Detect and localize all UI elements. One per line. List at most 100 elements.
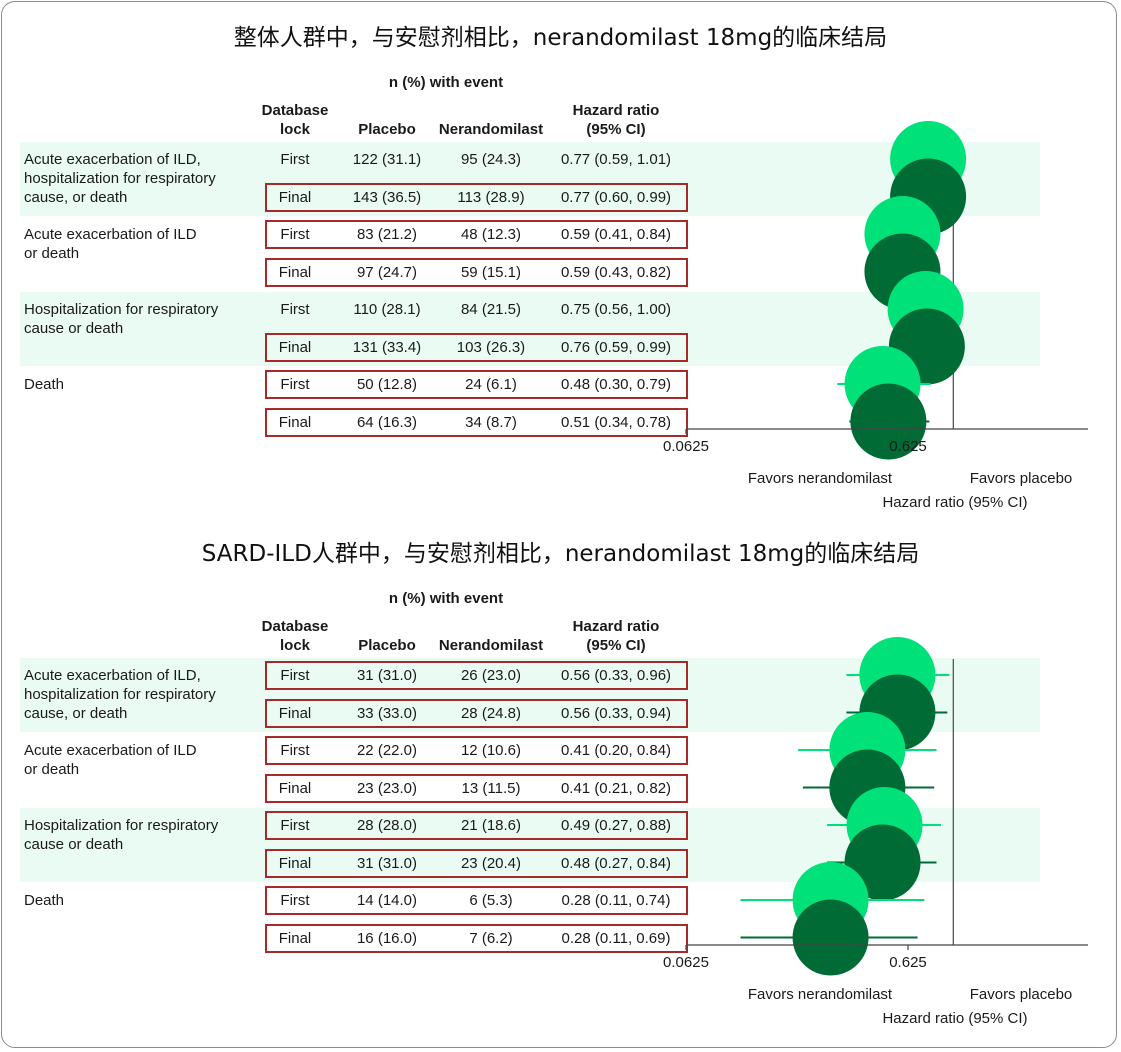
database-lock-cell: Final: [278, 263, 312, 281]
group-header: n (%) with event: [388, 590, 504, 607]
highlight-box: [265, 220, 688, 249]
hazard-ratio-cell: 0.77 (0.59, 1.01): [560, 151, 672, 168]
database-lock-cell: First: [280, 667, 310, 684]
highlight-box: [265, 886, 688, 915]
nerandomilast-cell: 48 (12.3): [460, 226, 522, 243]
x-axis-title: Hazard ratio (95% CI): [882, 1010, 1027, 1027]
placebo-cell: 16 (16.0): [356, 929, 418, 947]
placebo-cell: 31 (31.0): [356, 667, 418, 684]
highlight-box: [265, 182, 688, 212]
nerandomilast-cell: 26 (23.0): [460, 667, 522, 684]
placebo-cell: 28 (28.0): [356, 817, 418, 834]
hr-header: Hazard ratio (95% CI): [572, 102, 660, 138]
panel-title: SARD-ILD人群中，与安慰剂相比，nerandomilast 18mg的临床…: [201, 541, 920, 567]
hazard-ratio-cell: 0.59 (0.41, 0.84): [560, 226, 672, 243]
nerandomilast-cell: 24 (6.1): [465, 376, 517, 393]
highlight-box: [265, 811, 688, 840]
database-lock-cell: Final: [278, 413, 312, 431]
highlight-box: [265, 736, 688, 765]
nerandomilast-cell: 7 (6.2): [469, 929, 513, 947]
highlight-box: [265, 661, 688, 690]
database-lock-cell: Final: [278, 854, 312, 872]
hazard-ratio-cell: 0.41 (0.21, 0.82): [560, 779, 672, 797]
database-lock-cell: First: [280, 151, 310, 168]
placebo-cell: 22 (22.0): [356, 742, 418, 759]
outcome-label: Acute exacerbation of ILD, hospitalizati…: [24, 151, 216, 206]
hazard-ratio-cell: 0.41 (0.20, 0.84): [560, 742, 672, 759]
database-lock-cell: Final: [278, 929, 312, 947]
database-lock-cell: First: [280, 376, 310, 393]
forest-panel-sard-ild: SARD-ILD人群中，与安慰剂相比，nerandomilast 18mg的临床…: [0, 516, 1121, 1036]
placebo-cell: 131 (33.4): [352, 338, 422, 356]
placebo-cell: 33 (33.0): [356, 704, 418, 722]
highlight-box: [265, 370, 688, 399]
x-tick-label: 0.0625: [663, 438, 709, 455]
highlight-box: [265, 848, 688, 878]
highlight-box: [265, 407, 688, 437]
favors-left-label: Favors nerandomilast: [748, 986, 893, 1003]
database-lock-cell: Final: [278, 704, 312, 722]
hazard-ratio-cell: 0.51 (0.34, 0.78): [560, 413, 672, 431]
database-lock-cell: First: [280, 742, 310, 759]
database-lock-cell: Final: [278, 779, 312, 797]
hr-header: Hazard ratio (95% CI): [572, 618, 660, 654]
hazard-ratio-point: [850, 383, 927, 460]
placebo-cell: 122 (31.1): [352, 151, 422, 168]
placebo-header: Placebo: [358, 637, 416, 654]
hazard-ratio-cell: 0.56 (0.33, 0.96): [560, 667, 672, 684]
hazard-ratio-cell: 0.75 (0.56, 1.00): [560, 301, 672, 318]
highlight-box: [265, 773, 688, 803]
x-axis-title: Hazard ratio (95% CI): [882, 494, 1027, 511]
outcome-label: Hospitalization for respiratory cause or…: [24, 301, 219, 337]
nerandomilast-cell: 113 (28.9): [457, 188, 525, 206]
group-header: n (%) with event: [388, 74, 504, 91]
hazard-ratio-cell: 0.48 (0.27, 0.84): [560, 854, 672, 872]
forest-plot: 0.0625 0.625 Favors nerandomilast Favors pl…: [663, 121, 1088, 511]
forest-panel-overall: 整体人群中，与安慰剂相比，nerandomilast 18mg的临床结局 n (…: [0, 0, 1121, 520]
placebo-cell: 110 (28.1): [353, 301, 421, 318]
nerandomilast-cell: 103 (26.3): [456, 338, 526, 356]
hazard-ratio-cell: 0.48 (0.30, 0.79): [560, 376, 672, 393]
hazard-ratio-cell: 0.76 (0.59, 0.99): [560, 338, 672, 356]
placebo-cell: 83 (21.2): [356, 226, 418, 243]
database-lock-cell: Final: [278, 188, 312, 206]
row-band: [20, 142, 1040, 216]
x-tick-label: 0.625: [889, 954, 927, 971]
hazard-ratio-cell: 0.28 (0.11, 0.69): [561, 929, 671, 947]
highlight-box: [265, 923, 688, 953]
hazard-ratio-cell: 0.28 (0.11, 0.74): [561, 892, 671, 909]
favors-right-label: Favors placebo: [970, 470, 1073, 487]
placebo-cell: 50 (12.8): [356, 376, 418, 393]
nerandomilast-cell: 34 (8.7): [465, 413, 517, 431]
hazard-ratio-cell: 0.59 (0.43, 0.82): [560, 263, 672, 281]
outcome-label: Death: [24, 376, 65, 393]
nerandomilast-cell: 23 (20.4): [460, 854, 522, 872]
outcome-label: Death: [24, 892, 65, 909]
placebo-cell: 64 (16.3): [356, 413, 418, 431]
placebo-cell: 14 (14.0): [356, 892, 418, 909]
database-lock-cell: First: [280, 817, 310, 834]
nerandomilast-cell: 84 (21.5): [460, 301, 522, 318]
highlight-box: [265, 257, 688, 287]
x-tick-label: 0.625: [889, 438, 927, 455]
outcome-label: Acute exacerbation of ILD or death: [24, 742, 197, 778]
hazard-ratio-point: [792, 899, 869, 976]
lock-header: Database lock: [261, 618, 329, 654]
nerandomilast-header: Nerandomilast: [438, 121, 544, 138]
hazard-ratio-cell: 0.56 (0.33, 0.94): [560, 704, 672, 722]
favors-left-label: Favors nerandomilast: [748, 470, 893, 487]
outcome-label: Acute exacerbation of ILD, hospitalizati…: [24, 667, 216, 722]
outcome-label: Acute exacerbation of ILD or death: [24, 226, 197, 262]
nerandomilast-cell: 95 (24.3): [460, 151, 522, 168]
nerandomilast-cell: 6 (5.3): [469, 892, 513, 909]
placebo-header: Placebo: [358, 121, 416, 138]
database-lock-cell: Final: [278, 338, 312, 356]
hazard-ratio-cell: 0.77 (0.60, 0.99): [560, 188, 672, 206]
highlight-box: [265, 698, 688, 728]
placebo-cell: 31 (31.0): [356, 854, 418, 872]
placebo-cell: 23 (23.0): [356, 779, 418, 797]
x-tick-label: 0.0625: [663, 954, 709, 971]
database-lock-cell: First: [280, 892, 310, 909]
placebo-cell: 143 (36.5): [352, 188, 422, 206]
